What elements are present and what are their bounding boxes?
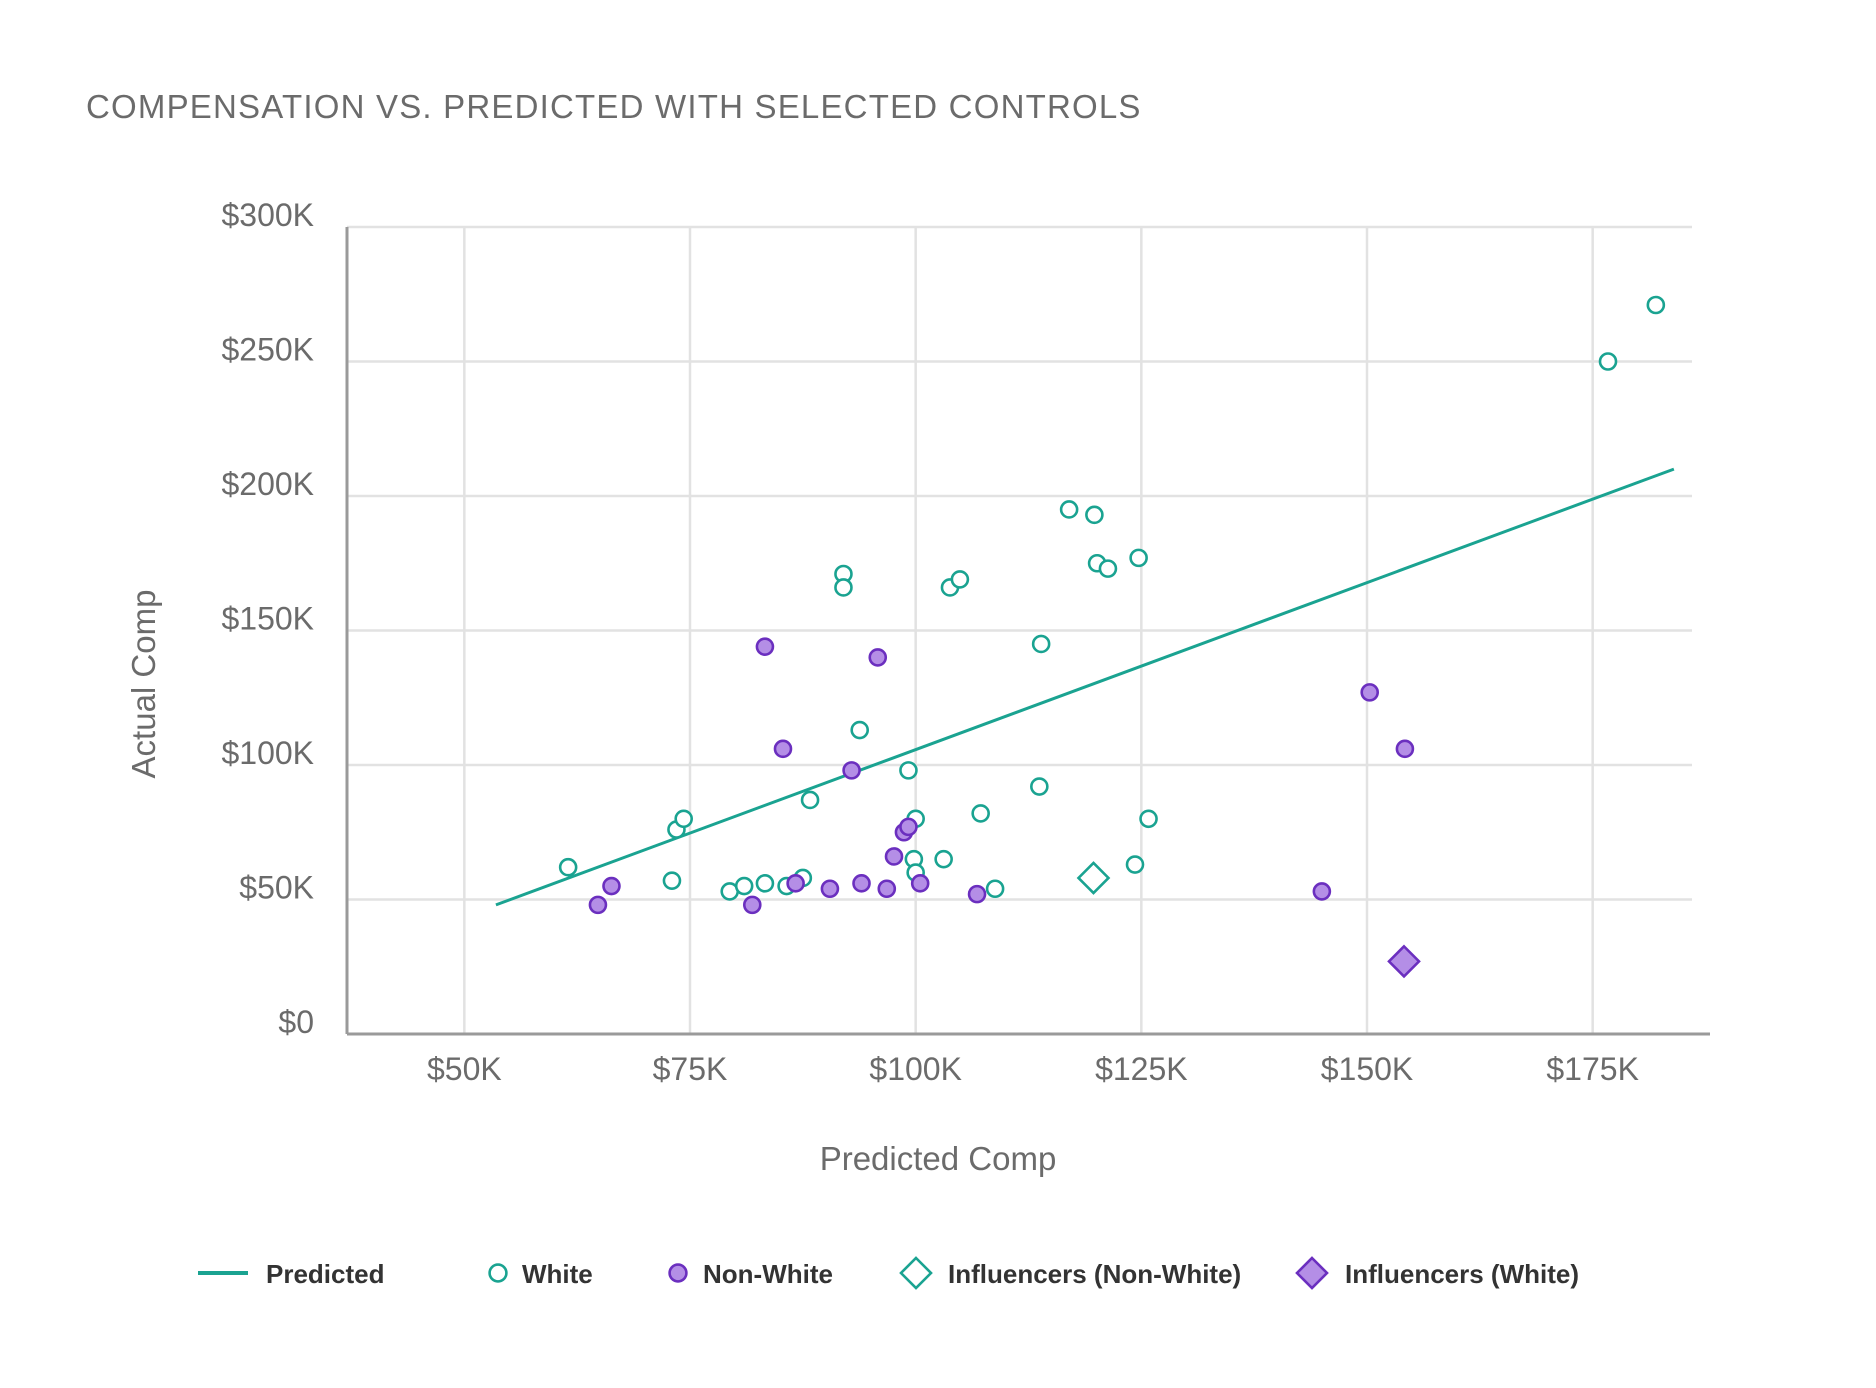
data-point bbox=[1395, 739, 1415, 759]
x-axis-title: Predicted Comp bbox=[820, 1140, 1057, 1177]
grid-lines bbox=[347, 225, 1692, 1034]
data-point bbox=[884, 847, 904, 866]
data-point bbox=[1139, 809, 1158, 829]
influencer-point bbox=[1387, 944, 1421, 979]
legend-item: White bbox=[488, 1259, 593, 1289]
legend-swatch bbox=[488, 1263, 508, 1283]
data-point bbox=[786, 874, 805, 893]
data-point bbox=[1031, 634, 1051, 654]
data-point bbox=[950, 570, 970, 589]
x-tick-label: $175K bbox=[1546, 1051, 1639, 1087]
x-tick-label: $125K bbox=[1095, 1051, 1188, 1087]
legend-label: Non-White bbox=[703, 1259, 833, 1289]
data-point bbox=[877, 879, 897, 899]
legend-label: White bbox=[522, 1259, 593, 1289]
series-white bbox=[558, 295, 1666, 901]
data-point bbox=[971, 804, 990, 823]
data-point bbox=[800, 790, 820, 810]
data-point bbox=[1646, 295, 1666, 315]
y-tick-label: $300K bbox=[221, 197, 314, 233]
legend-item: Predicted bbox=[198, 1259, 385, 1289]
data-point bbox=[588, 895, 608, 915]
legend-swatch bbox=[899, 1256, 933, 1290]
x-tick-label: $50K bbox=[427, 1051, 502, 1087]
data-point bbox=[820, 879, 840, 899]
series-influencers-white bbox=[1387, 944, 1421, 979]
data-point bbox=[899, 817, 918, 837]
legend-label: Influencers (Non-White) bbox=[948, 1259, 1241, 1289]
data-point bbox=[1129, 548, 1148, 568]
data-point bbox=[934, 849, 953, 869]
data-point bbox=[852, 874, 871, 893]
y-tick-label: $0 bbox=[278, 1004, 314, 1040]
axes bbox=[345, 227, 1710, 1036]
data-point bbox=[1030, 777, 1049, 796]
data-point bbox=[755, 874, 775, 893]
data-point bbox=[1598, 352, 1618, 371]
y-tick-label: $50K bbox=[239, 870, 314, 906]
legend: Predicted White Non-White Influencers (Non-… bbox=[198, 1256, 1579, 1290]
y-axis-title: Actual Comp bbox=[125, 590, 162, 779]
data-point bbox=[850, 720, 870, 740]
data-point bbox=[662, 871, 682, 890]
y-tick-label: $250K bbox=[221, 332, 314, 368]
data-point bbox=[674, 809, 693, 829]
legend-item: Influencers (White) bbox=[1295, 1256, 1579, 1290]
data-point bbox=[1312, 882, 1332, 901]
data-point bbox=[742, 895, 762, 915]
x-tick-label: $150K bbox=[1321, 1051, 1414, 1087]
y-tick-label: $200K bbox=[221, 466, 314, 502]
legend-label: Influencers (White) bbox=[1345, 1259, 1579, 1289]
data-point bbox=[1059, 500, 1079, 519]
data-point bbox=[868, 648, 888, 667]
data-point bbox=[1360, 683, 1380, 702]
data-point bbox=[1085, 505, 1104, 525]
data-point bbox=[985, 879, 1005, 899]
series-predicted bbox=[495, 467, 1675, 907]
data-point bbox=[967, 884, 987, 904]
data-point bbox=[734, 876, 754, 896]
data-point bbox=[910, 874, 930, 893]
series-non-white bbox=[588, 637, 1415, 915]
data-point bbox=[834, 578, 853, 597]
x-tick-labels: $50K $75K $100K $125K $150K $175K bbox=[427, 1051, 1639, 1087]
y-tick-label: $150K bbox=[221, 601, 314, 637]
data-point bbox=[755, 637, 775, 656]
data-point bbox=[1125, 855, 1145, 874]
predicted-line bbox=[495, 467, 1675, 907]
legend-item: Influencers (Non-White) bbox=[899, 1256, 1241, 1290]
legend-label: Predicted bbox=[266, 1259, 385, 1289]
x-tick-label: $100K bbox=[869, 1051, 962, 1087]
data-point bbox=[773, 739, 793, 759]
x-tick-label: $75K bbox=[653, 1051, 728, 1087]
data-point bbox=[1098, 559, 1118, 578]
legend-item: Non-White bbox=[668, 1259, 833, 1289]
chart-title: COMPENSATION VS. PREDICTED WITH SELECTED… bbox=[86, 88, 1142, 125]
data-series bbox=[495, 295, 1675, 979]
data-point bbox=[842, 761, 861, 780]
legend-swatch bbox=[668, 1263, 688, 1283]
y-tick-labels: $0 $50K $100K $150K $200K $250K $300K bbox=[221, 197, 314, 1040]
series-influencers-non-white bbox=[1076, 861, 1111, 895]
influencer-point bbox=[1076, 861, 1111, 895]
y-tick-label: $100K bbox=[221, 735, 314, 771]
data-point bbox=[899, 761, 918, 780]
data-point bbox=[558, 857, 578, 877]
legend-swatch bbox=[1295, 1256, 1329, 1290]
data-point bbox=[602, 876, 621, 896]
